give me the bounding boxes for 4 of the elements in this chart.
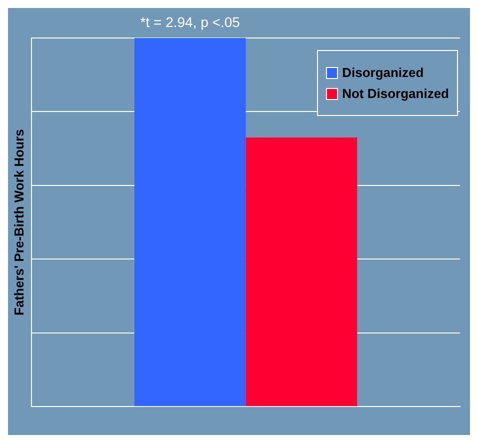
text: *t = 2.94, p <.05 [140, 14, 240, 30]
legend-label: Disorganized [342, 65, 424, 80]
legend-label: Not Disorganized [342, 86, 449, 101]
y-axis-title: Fathers' Pre-Birth Work Hours [11, 129, 26, 316]
